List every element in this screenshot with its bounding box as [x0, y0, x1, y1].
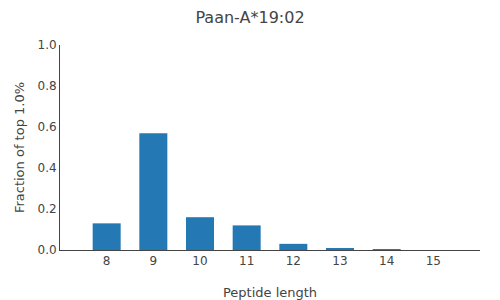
svg-text:Fraction of top 1.0%: Fraction of top 1.0%: [12, 82, 27, 213]
svg-text:9: 9: [150, 254, 158, 268]
svg-text:11: 11: [239, 254, 254, 268]
svg-text:0.6: 0.6: [38, 120, 57, 134]
svg-text:0.8: 0.8: [38, 79, 57, 93]
svg-text:15: 15: [426, 254, 441, 268]
svg-text:10: 10: [192, 254, 207, 268]
svg-text:Peptide length: Peptide length: [223, 285, 317, 300]
svg-text:13: 13: [332, 254, 347, 268]
svg-text:1.0: 1.0: [38, 38, 57, 52]
svg-text:14: 14: [379, 254, 394, 268]
svg-text:0.4: 0.4: [38, 161, 57, 175]
svg-text:8: 8: [103, 254, 111, 268]
svg-text:12: 12: [286, 254, 301, 268]
svg-text:Paan-A*19:02: Paan-A*19:02: [195, 8, 304, 27]
svg-text:0.0: 0.0: [38, 243, 57, 257]
svg-text:0.2: 0.2: [38, 202, 57, 216]
